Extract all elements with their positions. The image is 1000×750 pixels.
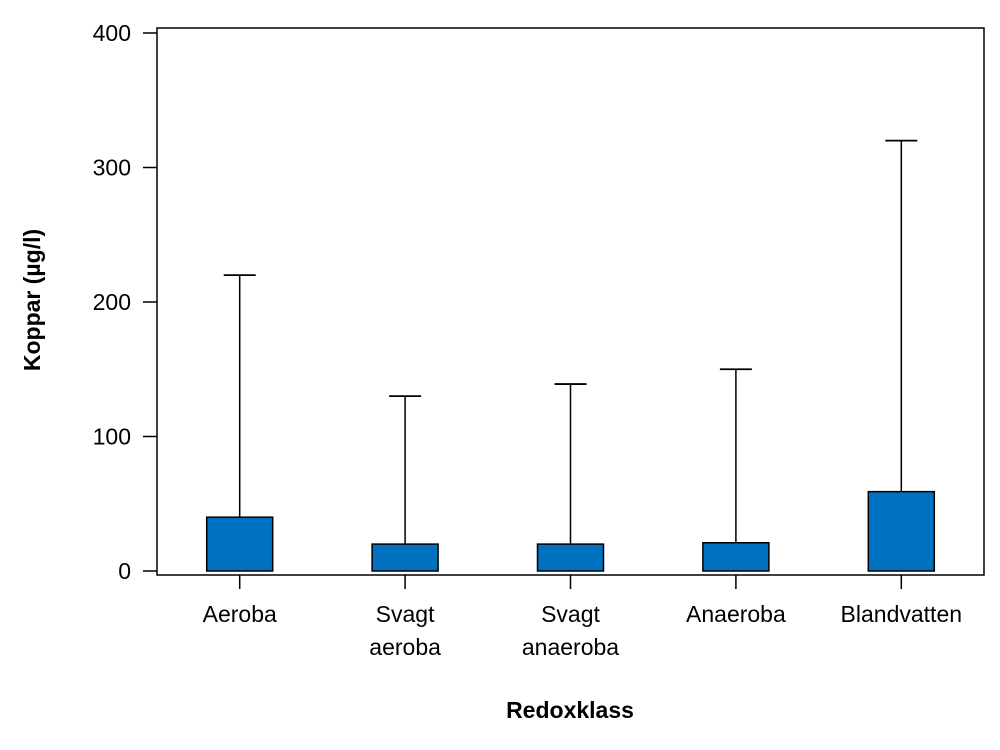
x-category-label: Svagt aeroba — [369, 601, 441, 660]
y-tick-label: 0 — [118, 558, 131, 584]
y-tick-label: 200 — [93, 289, 131, 315]
bar — [205, 516, 274, 572]
x-category-label-line: Blandvatten — [841, 601, 962, 627]
bar — [371, 543, 439, 572]
y-tick-label: 400 — [93, 20, 131, 46]
x-category-label-line: Svagt — [376, 601, 435, 627]
y-tick-label: 100 — [93, 424, 131, 450]
bar — [867, 490, 936, 572]
bar — [702, 542, 770, 572]
plot-area: 0 100 200 300 400 Aeroba Svagt aeroba Svagt anaer… — [93, 20, 985, 660]
y-tick-label: 300 — [93, 155, 131, 181]
x-category-label: Aeroba — [203, 601, 277, 627]
x-axis-title: Redoxklass — [506, 697, 634, 723]
x-category-label-line: anaeroba — [522, 634, 619, 660]
x-category-label-line: Anaeroba — [686, 601, 786, 627]
x-category-label: Blandvatten — [841, 601, 962, 627]
x-category-label-line: aeroba — [369, 634, 441, 660]
x-category-label: Anaeroba — [686, 601, 786, 627]
x-category-label-line: Svagt — [541, 601, 600, 627]
x-category-label-line: Aeroba — [203, 601, 277, 627]
x-category-label: Svagt anaeroba — [522, 601, 619, 660]
bar — [536, 543, 605, 572]
y-axis-title: Koppar (µg/l) — [19, 229, 45, 371]
